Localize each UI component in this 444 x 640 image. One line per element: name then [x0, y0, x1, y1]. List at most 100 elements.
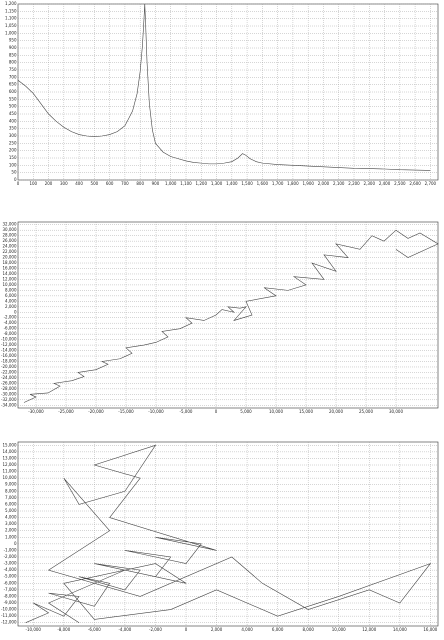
x-tick-label: 1,200 [196, 181, 208, 186]
y-tick-label: 1,200 [5, 1, 17, 6]
x-tick-label: 30,000 [389, 409, 403, 414]
y-tick-label: -32,000 [1, 397, 17, 402]
y-tick-label: 8,000 [5, 287, 17, 292]
x-tick-label: 16,000 [423, 627, 437, 632]
y-tick-label: 900 [9, 45, 17, 50]
y-tick-label: 15,000 [3, 442, 17, 447]
y-tick-label: 30,000 [3, 227, 17, 232]
y-tick-label: -14,000 [1, 348, 17, 353]
y-tick-label: -10,000 [1, 337, 17, 342]
y-tick-label: 100 [9, 162, 17, 167]
y-tick-label: 2,000 [5, 304, 17, 309]
x-tick-label: 0 [17, 181, 20, 186]
y-tick-label: -26,000 [1, 380, 17, 385]
x-tick-label: 300 [60, 181, 68, 186]
x-tick-label: 600 [106, 181, 114, 186]
y-tick-label: 16,000 [3, 266, 17, 271]
y-tick-label: 20,000 [3, 255, 17, 260]
y-tick-label: -9,000 [4, 600, 17, 605]
y-tick-label: 14,000 [3, 449, 17, 454]
y-tick-label: -16,000 [1, 353, 17, 358]
y-tick-label: 550 [9, 96, 17, 101]
y-tick-label: 11,000 [3, 469, 17, 474]
x-tick-label: 8,000 [302, 627, 314, 632]
x-tick-label: 4,000 [241, 627, 253, 632]
x-tick-label: -25,000 [58, 409, 74, 414]
x-tick-label: 5,000 [240, 409, 252, 414]
y-tick-label: -11,000 [1, 613, 17, 618]
y-tick-label: -24,000 [1, 375, 17, 380]
x-tick-label: 400 [75, 181, 83, 186]
y-tick-label: -2,000 [4, 554, 17, 559]
y-tick-label: 600 [9, 89, 17, 94]
y-tick-label: 24,000 [3, 244, 17, 249]
x-tick-label: 500 [91, 181, 99, 186]
x-tick-label: 1,100 [180, 181, 192, 186]
x-tick-label: 2,400 [379, 181, 391, 186]
y-tick-label: 10,000 [3, 475, 17, 480]
y-tick-label: -10,000 [1, 607, 17, 612]
x-tick-label: 1,500 [241, 181, 253, 186]
x-tick-label: 700 [121, 181, 129, 186]
x-tick-label: 800 [136, 181, 144, 186]
y-tick-label: 750 [9, 67, 17, 72]
x-tick-label: -10,000 [148, 409, 164, 414]
x-tick-label: 1,800 [287, 181, 299, 186]
y-tick-label: -8,000 [4, 331, 17, 336]
y-tick-label: -30,000 [1, 391, 17, 396]
data-line [23, 229, 439, 403]
y-tick-label: -22,000 [1, 369, 17, 374]
y-tick-label: 2,000 [5, 528, 17, 533]
x-tick-label: 2,500 [394, 181, 406, 186]
y-tick-label: 200 [9, 148, 17, 153]
x-tick-label: 25,000 [359, 409, 373, 414]
y-tick-label: 1,050 [5, 23, 17, 28]
x-tick-label: 0 [185, 627, 188, 632]
y-tick-label: 6,000 [5, 293, 17, 298]
x-tick-label: 12,000 [362, 627, 376, 632]
y-tick-label: 50 [11, 170, 17, 175]
x-tick-label: -8,000 [57, 627, 70, 632]
x-tick-label: -20,000 [88, 409, 104, 414]
y-tick-label: 150 [9, 155, 17, 160]
data-line [17, 3, 431, 171]
y-tick-label: 26,000 [3, 238, 17, 243]
y-tick-label: 950 [9, 38, 17, 43]
x-tick-label: 100 [29, 181, 37, 186]
y-tick-label: 1,000 [5, 534, 17, 539]
y-tick-label: 1,000 [5, 30, 17, 35]
x-tick-label: 2,700 [425, 181, 437, 186]
y-tick-label: 9,000 [5, 482, 17, 487]
y-tick-label: -6,000 [4, 326, 17, 331]
x-tick-label: 1,300 [211, 181, 223, 186]
y-tick-label: -18,000 [1, 359, 17, 364]
y-tick-label: 800 [9, 60, 17, 65]
x-tick-label: -5,000 [180, 409, 193, 414]
x-tick-label: 1,400 [226, 181, 238, 186]
y-tick-label: 3,000 [5, 521, 17, 526]
x-tick-label: 6,000 [272, 627, 284, 632]
y-tick-label: 14,000 [3, 271, 17, 276]
x-tick-label: -15,000 [118, 409, 134, 414]
x-tick-label: 1,000 [165, 181, 177, 186]
y-tick-label: 4,000 [5, 298, 17, 303]
y-tick-label: 450 [9, 111, 17, 116]
x-tick-label: 2,000 [318, 181, 330, 186]
x-tick-label: -30,000 [28, 409, 44, 414]
plot-frame [17, 441, 439, 627]
y-tick-label: 1,100 [5, 16, 17, 21]
y-tick-label: -34,000 [1, 402, 17, 407]
y-tick-label: 7,000 [5, 495, 17, 500]
y-tick-label: 0 [14, 541, 17, 546]
y-tick-label: 250 [9, 140, 17, 145]
y-tick-label: -20,000 [1, 364, 17, 369]
x-tick-label: 2,000 [211, 627, 223, 632]
y-tick-label: -4,000 [4, 567, 17, 572]
y-tick-label: 1,150 [5, 8, 17, 13]
y-tick-label: 700 [9, 74, 17, 79]
y-tick-label: -4,000 [4, 320, 17, 325]
y-tick-label: 13,000 [3, 455, 17, 460]
y-tick-label: 850 [9, 52, 17, 57]
plot-frame [17, 221, 439, 409]
